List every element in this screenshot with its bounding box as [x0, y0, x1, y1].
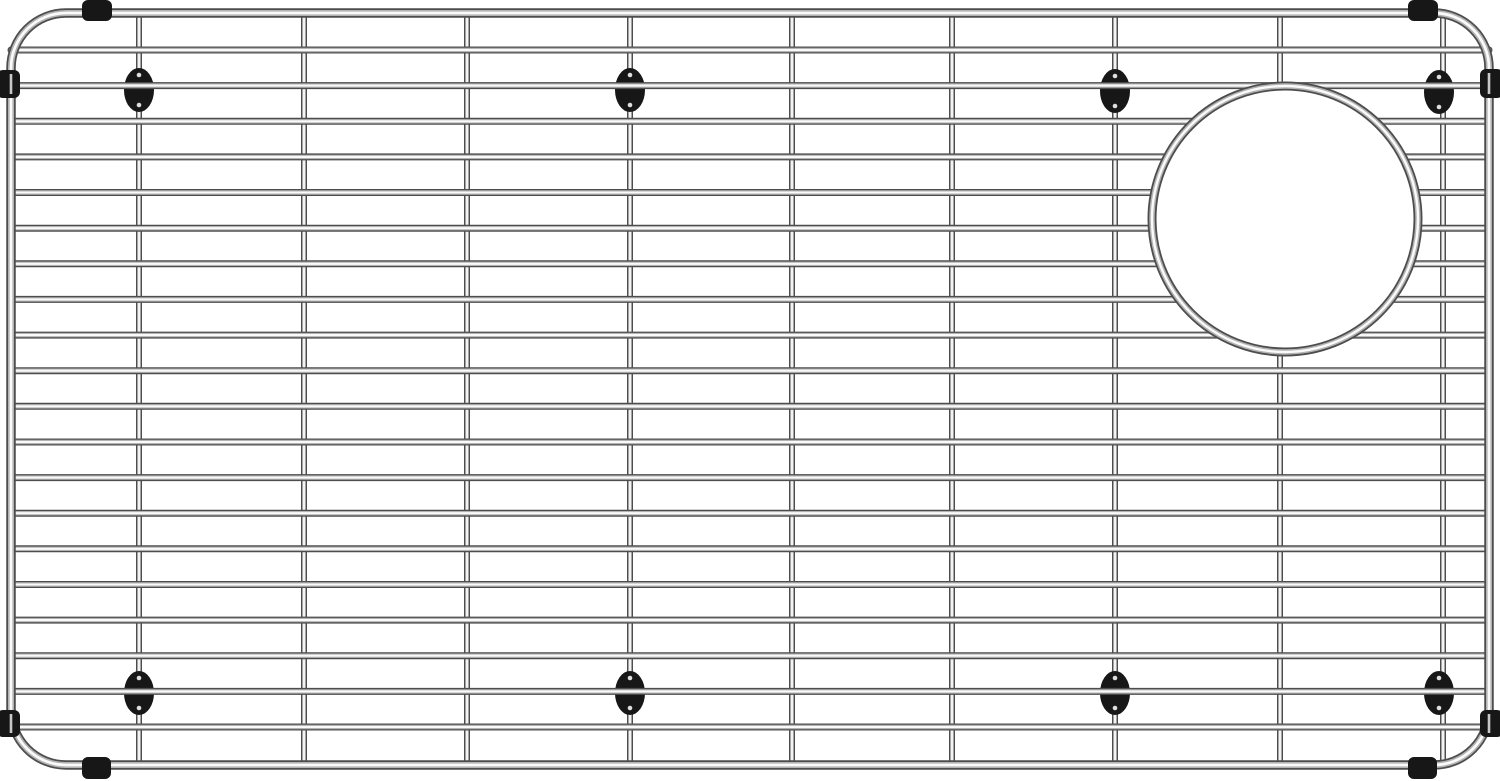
drain-ring: [1147, 81, 1423, 357]
foot-wire-nub: [136, 705, 142, 711]
foot-wire-nub: [1112, 103, 1118, 109]
rubber-foot: [124, 68, 154, 112]
foot-wire-nub: [1436, 675, 1442, 681]
bumper-top-left: [82, 0, 112, 21]
bumper-right-bottom: [1480, 710, 1500, 737]
rubber-foot: [1424, 70, 1454, 114]
foot-wire-nub: [1436, 74, 1442, 80]
bumper-bottom-right: [1408, 757, 1437, 779]
bumper-left-top: [0, 70, 20, 98]
bumper-right-top: [1480, 69, 1500, 98]
foot-wire-nub: [136, 102, 142, 108]
grid-frame: [6, 8, 1494, 770]
rubber-foot: [1100, 69, 1130, 113]
foot-wire-nub: [1112, 675, 1118, 681]
bumper-left-bottom: [0, 710, 20, 737]
drain-opening: [1153, 87, 1417, 351]
foot-wire-nub: [1112, 73, 1118, 79]
foot-wire-nub: [627, 675, 633, 681]
foot-wire-nub: [1436, 104, 1442, 110]
foot-wire-nub: [136, 675, 142, 681]
foot-wire-nub: [627, 705, 633, 711]
vertical-wires: [136, 10, 1446, 768]
foot-wire-nub: [136, 72, 142, 78]
foot-wire-nub: [1112, 705, 1118, 711]
bumper-top-right: [1408, 0, 1438, 21]
rubber-foot: [615, 68, 645, 112]
foot-wire-nub: [1436, 705, 1442, 711]
foot-wire-nub: [627, 102, 633, 108]
foot-wire-nub: [627, 72, 633, 78]
bumper-bottom-left: [82, 757, 111, 779]
